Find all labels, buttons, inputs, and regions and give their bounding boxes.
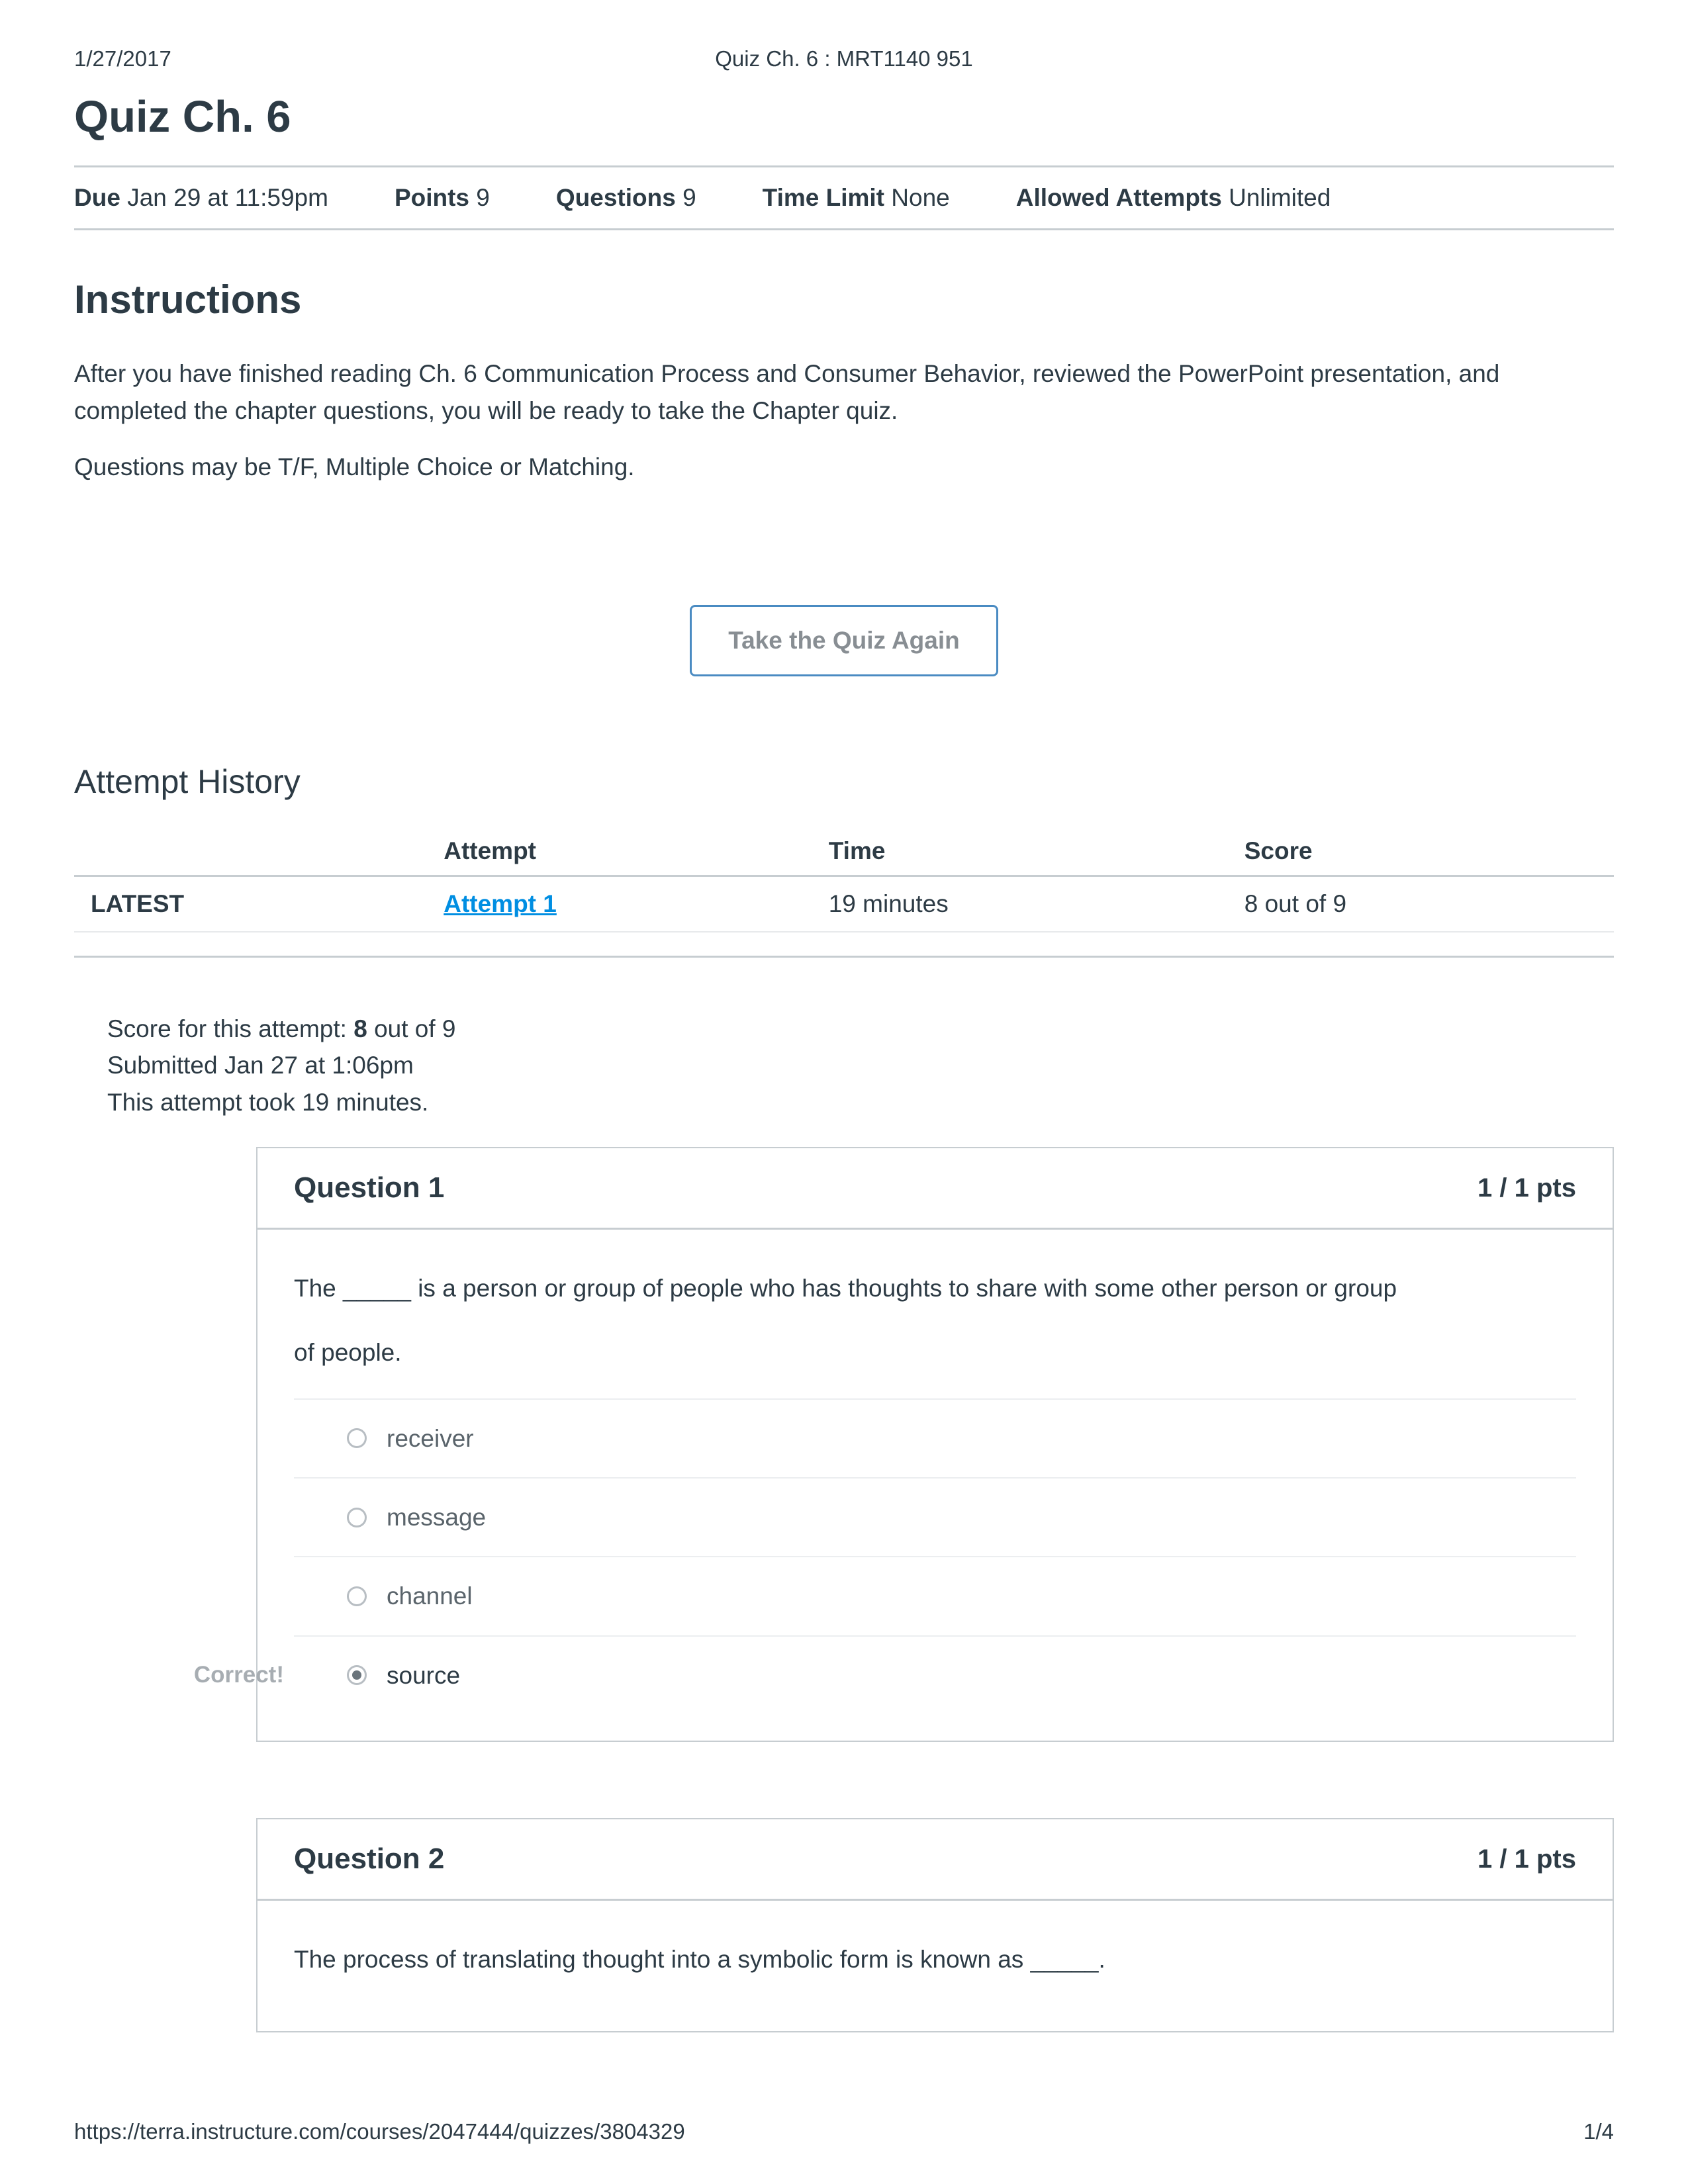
summary-score: Score for this attempt: 8 out of 9 (107, 1011, 1614, 1048)
summary-duration: This attempt took 19 minutes. (107, 1084, 1614, 1121)
summary-score-suffix: out of 9 (367, 1015, 456, 1042)
radio-icon (347, 1428, 367, 1448)
meta-allowed-value: Unlimited (1229, 184, 1331, 211)
attempt-history-heading: Attempt History (74, 762, 1614, 801)
instructions-heading: Instructions (74, 277, 1614, 322)
divider (74, 956, 1614, 958)
question-points: 1 / 1 pts (1477, 1844, 1576, 1874)
print-title: Quiz Ch. 6 : MRT1140 951 (715, 46, 972, 71)
print-footer: https://terra.instructure.com/courses/20… (74, 2119, 1614, 2144)
question-body: The _____ is a person or group of people… (258, 1230, 1613, 1741)
answers-list: receiver message channel Correct! source (294, 1398, 1576, 1714)
meta-questions: Questions 9 (556, 184, 696, 212)
footer-page: 1/4 (1583, 2119, 1614, 2144)
page-title: Quiz Ch. 6 (74, 91, 1614, 142)
attempt-summary: Score for this attempt: 8 out of 9 Submi… (74, 1011, 1614, 1121)
question-title: Question 1 (294, 1171, 444, 1205)
meta-points-label: Points (395, 184, 469, 211)
question-body: The process of translating thought into … (258, 1901, 1613, 2031)
question-card-2: Question 2 1 / 1 pts The process of tran… (256, 1818, 1614, 2032)
meta-questions-label: Questions (556, 184, 676, 211)
meta-questions-value: 9 (682, 184, 696, 211)
meta-points-value: 9 (476, 184, 490, 211)
meta-due-label: Due (74, 184, 120, 211)
attempt-link[interactable]: Attempt 1 (444, 890, 557, 917)
radio-icon (347, 1508, 367, 1527)
meta-allowed-label: Allowed Attempts (1016, 184, 1222, 211)
col-blank (74, 827, 444, 876)
answer-option-selected: Correct! source (294, 1635, 1576, 1714)
question-title: Question 2 (294, 1843, 444, 1876)
radio-icon-filled (347, 1665, 367, 1685)
question-header: Question 1 1 / 1 pts (258, 1148, 1613, 1230)
latest-badge: LATEST (74, 876, 444, 932)
attempt-score: 8 out of 9 (1244, 876, 1614, 932)
answer-option: message (294, 1477, 1576, 1556)
col-score: Score (1244, 827, 1614, 876)
table-header-row: Attempt Time Score (74, 827, 1614, 876)
instructions-p2: Questions may be T/F, Multiple Choice or… (74, 449, 1614, 486)
meta-allowed: Allowed Attempts Unlimited (1016, 184, 1331, 212)
summary-submitted: Submitted Jan 27 at 1:06pm (107, 1047, 1614, 1084)
print-header: 1/27/2017 Quiz Ch. 6 : MRT1140 951 (74, 46, 1614, 71)
meta-points: Points 9 (395, 184, 490, 212)
attempt-history-table: Attempt Time Score LATEST Attempt 1 19 m… (74, 827, 1614, 933)
answer-option: channel (294, 1556, 1576, 1635)
meta-time-limit: Time Limit None (763, 184, 950, 212)
col-attempt: Attempt (444, 827, 829, 876)
print-date: 1/27/2017 (74, 46, 171, 71)
table-row: LATEST Attempt 1 19 minutes 8 out of 9 (74, 876, 1614, 932)
question-stem: The process of translating thought into … (294, 1940, 1576, 1978)
take-quiz-again-button[interactable]: Take the Quiz Again (690, 605, 998, 676)
instructions-p1: After you have finished reading Ch. 6 Co… (74, 355, 1614, 429)
summary-score-bold: 8 (353, 1015, 367, 1042)
attempt-time: 19 minutes (829, 876, 1244, 932)
meta-time-limit-value: None (891, 184, 949, 211)
question-header: Question 2 1 / 1 pts (258, 1819, 1613, 1901)
question-stem-p1: The _____ is a person or group of people… (294, 1269, 1576, 1307)
answer-text: receiver (387, 1420, 474, 1457)
answer-option: receiver (294, 1398, 1576, 1477)
correct-label: Correct! (112, 1657, 284, 1693)
meta-time-limit-label: Time Limit (763, 184, 884, 211)
question-stem-p2: of people. (294, 1334, 1576, 1371)
radio-icon (347, 1586, 367, 1606)
answer-text: channel (387, 1577, 473, 1615)
answer-text: source (387, 1657, 460, 1694)
summary-score-prefix: Score for this attempt: (107, 1015, 353, 1042)
col-time: Time (829, 827, 1244, 876)
footer-url: https://terra.instructure.com/courses/20… (74, 2119, 685, 2144)
question-card-1: Question 1 1 / 1 pts The _____ is a pers… (256, 1147, 1614, 1742)
meta-due-value: Jan 29 at 11:59pm (127, 184, 328, 211)
quiz-meta-bar: Due Jan 29 at 11:59pm Points 9 Questions… (74, 165, 1614, 230)
answer-text: message (387, 1498, 486, 1536)
meta-due: Due Jan 29 at 11:59pm (74, 184, 328, 212)
question-points: 1 / 1 pts (1477, 1173, 1576, 1203)
